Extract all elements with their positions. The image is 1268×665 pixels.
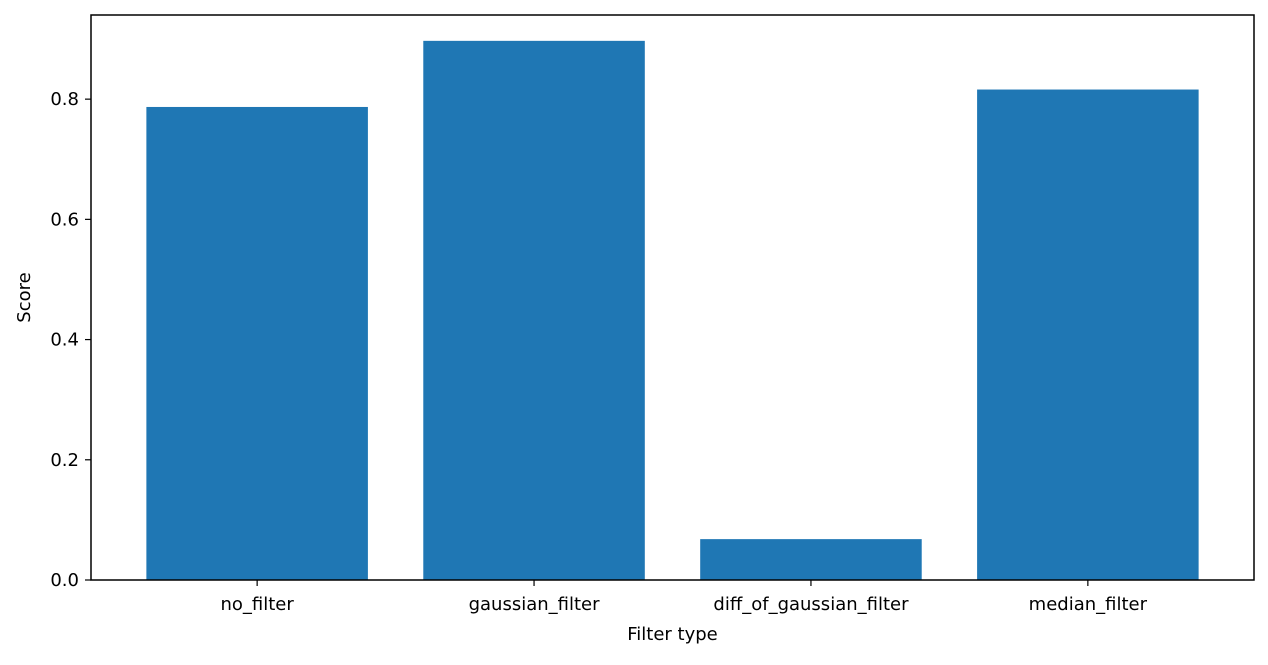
y-tick-label: 0.8 [50, 89, 79, 110]
y-axis-label: Score [14, 272, 35, 322]
x-tick-label: gaussian_filter [469, 594, 601, 615]
bar-median_filter [977, 89, 1199, 580]
bar-no_filter [146, 106, 368, 580]
y-axis-ticks: 0.0 0.2 0.4 0.6 0.8 [50, 89, 91, 591]
plot-frame [90, 14, 1255, 581]
bars-group [146, 40, 1199, 580]
y-tick-label: 0.2 [50, 450, 79, 471]
x-tick-label: diff_of_gaussian_filter [713, 594, 909, 615]
x-tick-label: no_filter [220, 594, 294, 615]
bar-gaussian_filter [423, 40, 645, 580]
x-axis-ticks: no_filter gaussian_filter diff_of_gaussian… [220, 580, 1148, 615]
bar-diff_of_gaussian_filter [700, 539, 922, 580]
y-tick-label: 0.6 [50, 209, 79, 230]
x-tick-label: median_filter [1029, 594, 1148, 615]
y-tick-label: 0.0 [50, 570, 79, 591]
x-axis-label: Filter type [627, 624, 718, 645]
y-tick-label: 0.4 [50, 330, 79, 351]
